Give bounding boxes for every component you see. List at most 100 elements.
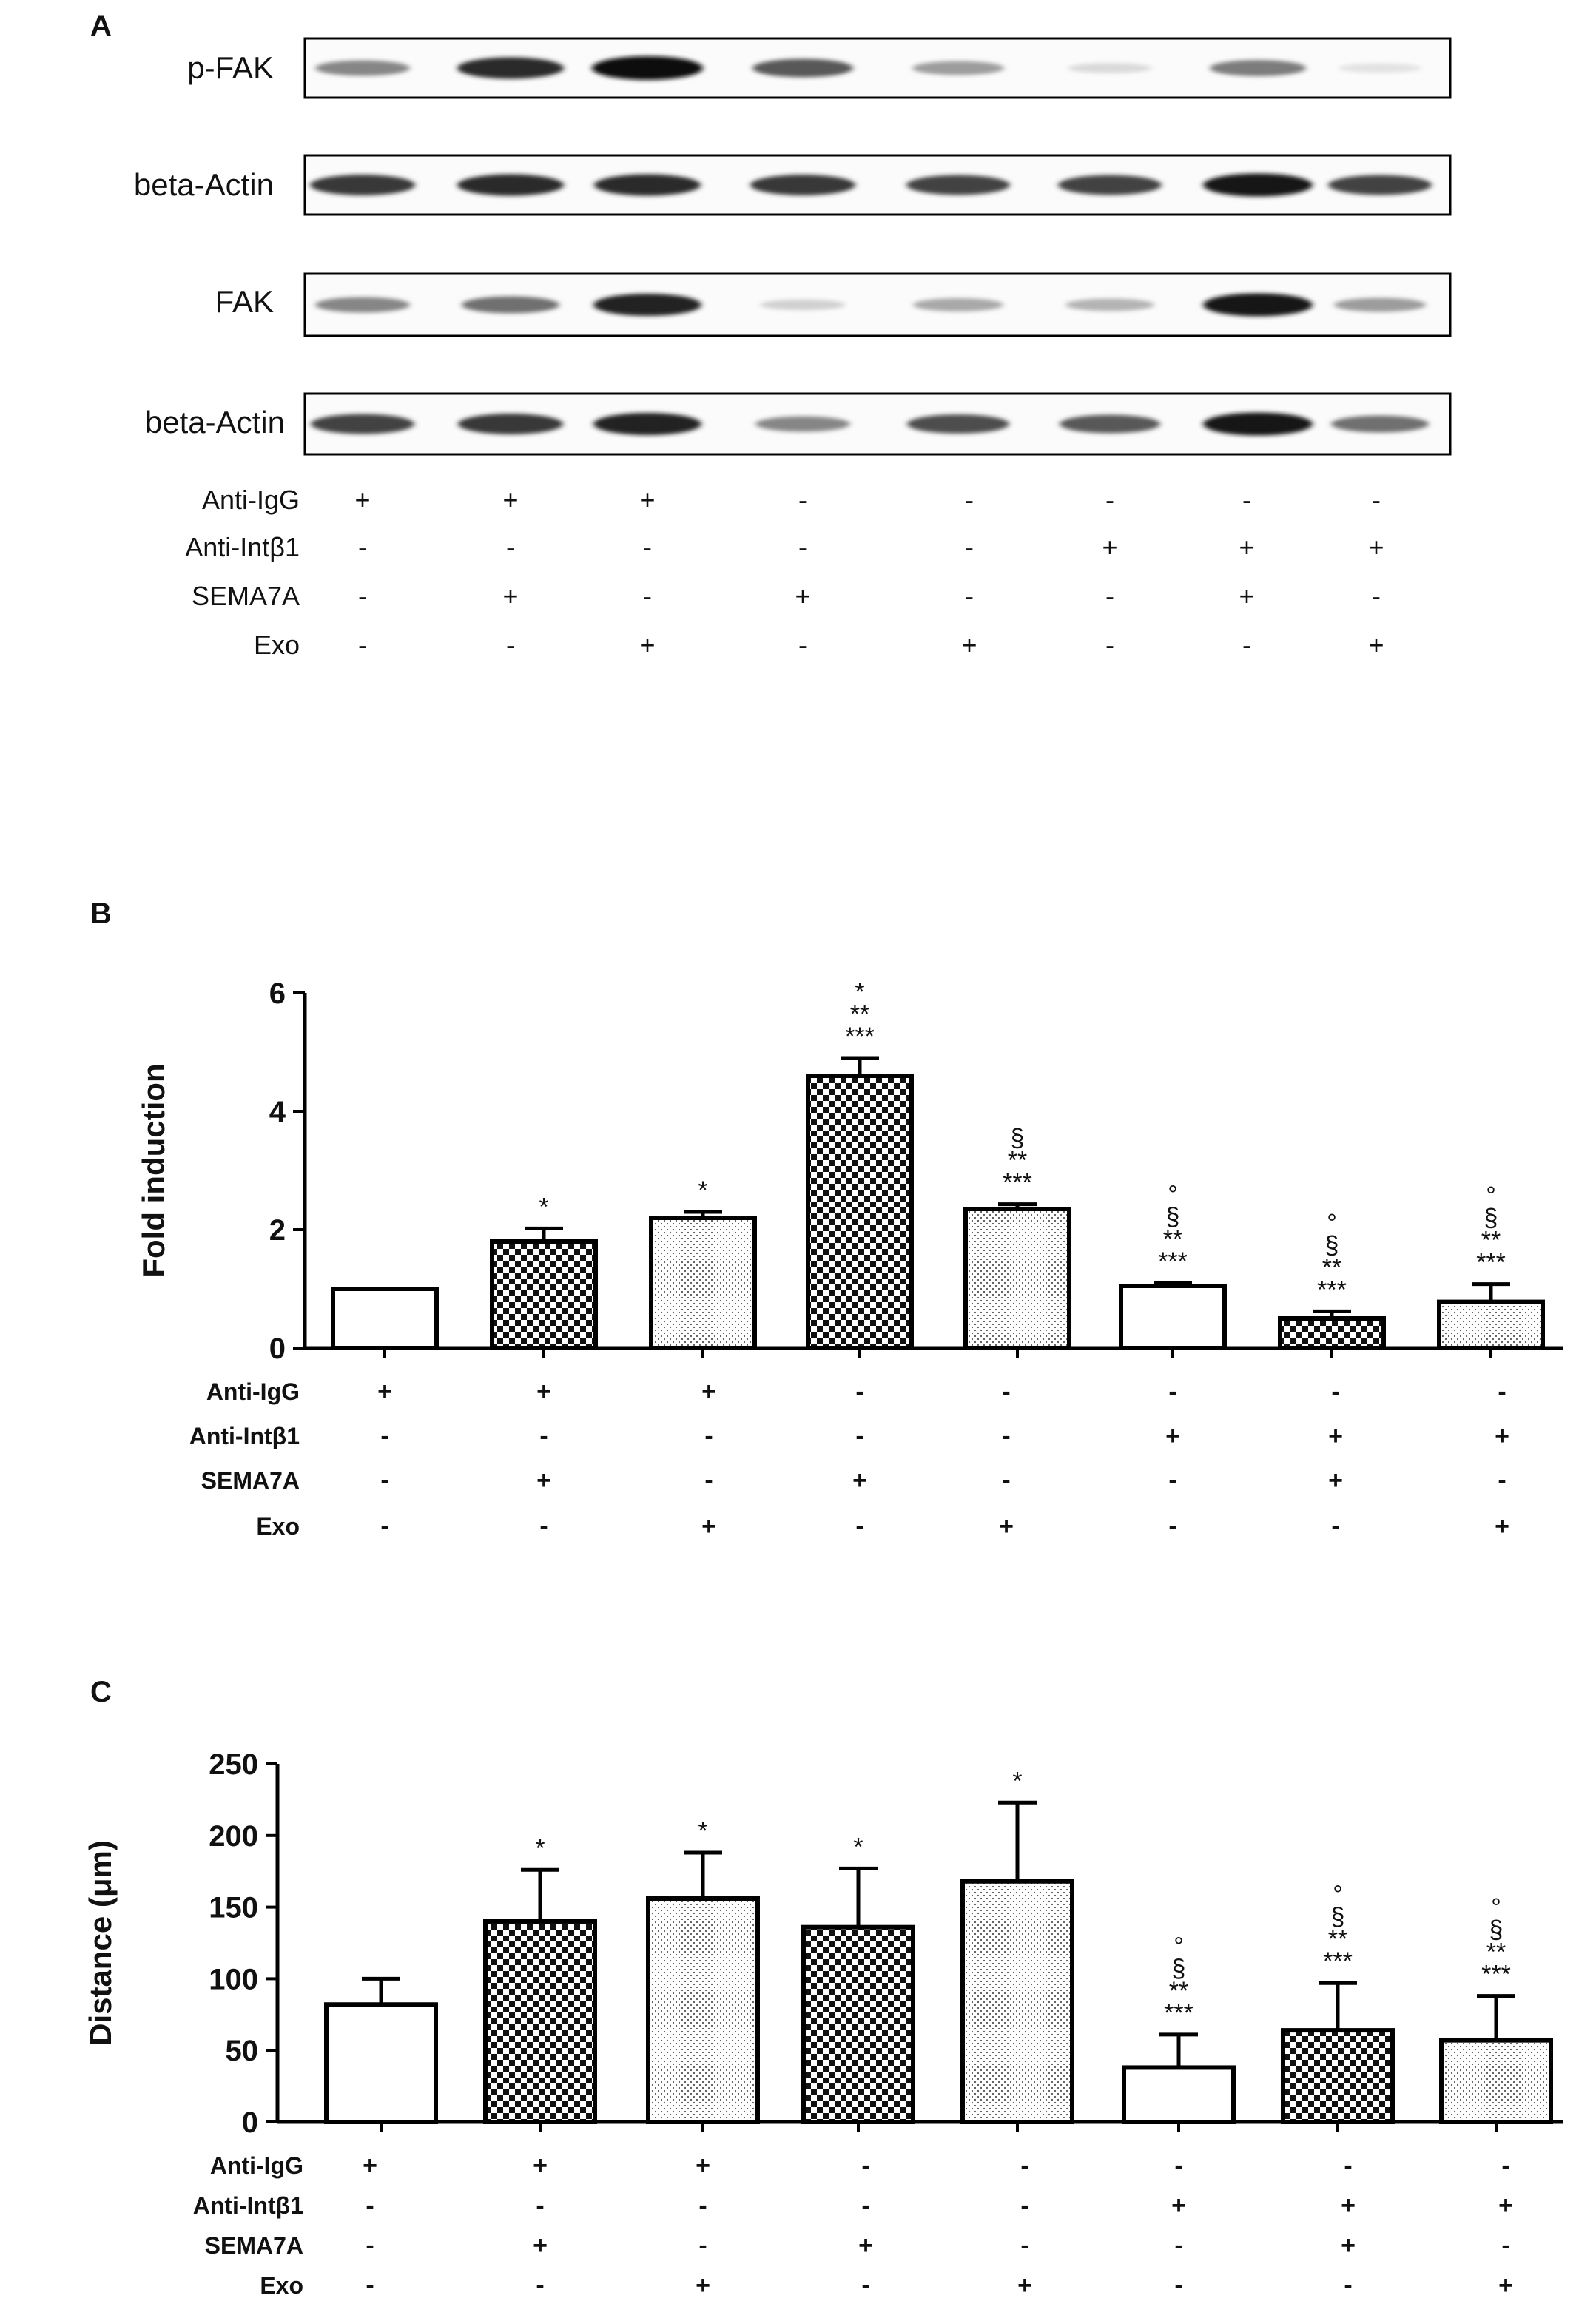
condition-mark: -: [506, 532, 515, 562]
bar: [483, 1919, 597, 2124]
significance-mark: ***: [1317, 1276, 1347, 1304]
significance-mark: **: [1169, 1977, 1188, 2005]
blot-band: [1210, 60, 1306, 76]
condition-mark: -: [358, 532, 367, 562]
condition-mark: -: [1331, 1512, 1339, 1540]
blot-band: [1331, 415, 1429, 433]
bar: [1439, 2038, 1553, 2124]
significance-mark: ***: [1323, 1947, 1353, 1975]
condition-mark: -: [855, 1422, 863, 1450]
condition-label: Anti-IgG: [210, 2152, 303, 2179]
significance-mark: §: [1011, 1125, 1025, 1153]
condition-mark: -: [643, 532, 652, 562]
bar: [324, 2002, 438, 2125]
condition-mark: -: [1344, 2152, 1352, 2180]
condition-label: Anti-Intβ1: [185, 532, 300, 562]
blot-label: beta-Actin: [145, 405, 285, 439]
condition-mark: +: [696, 2152, 710, 2180]
y-tick-label: 0: [242, 2106, 258, 2139]
blot-band: [458, 414, 563, 434]
y-tick-label: 100: [209, 1963, 258, 1995]
condition-mark: -: [380, 1422, 388, 1450]
condition-mark: -: [1002, 1378, 1010, 1406]
y-tick-label: 250: [209, 1748, 258, 1781]
condition-mark: -: [798, 532, 807, 562]
condition-mark: -: [1020, 2152, 1028, 2180]
significance-mark: **: [1486, 1938, 1506, 1967]
condition-mark: +: [1328, 1466, 1343, 1495]
condition-mark: -: [1105, 581, 1114, 611]
significance-mark: ***: [1476, 1249, 1506, 1277]
y-tick-label: 4: [269, 1096, 286, 1128]
blot-band: [310, 175, 415, 195]
significance-mark: °: [1327, 1209, 1337, 1237]
bar: [490, 1239, 598, 1350]
significance-mark: **: [1481, 1227, 1501, 1255]
blot-band: [907, 414, 1009, 434]
condition-mark: +: [1498, 2271, 1513, 2300]
significance-mark: *: [1012, 1767, 1022, 1795]
condition-mark: -: [1501, 2152, 1509, 2180]
condition-mark: -: [1002, 1466, 1010, 1495]
blot-band: [1203, 412, 1313, 436]
y-axis-label: Distance (μm): [83, 1840, 118, 2046]
blot-band: [912, 61, 1004, 75]
condition-mark: +: [1102, 532, 1117, 562]
condition-mark: +: [852, 1466, 867, 1495]
condition-label: SEMA7A: [205, 2232, 303, 2259]
bar: [646, 1896, 760, 2124]
blot-label: beta-Actin: [134, 167, 274, 202]
blot-band: [755, 416, 850, 432]
condition-mark: -: [1174, 2152, 1182, 2180]
significance-mark: °: [1491, 1894, 1501, 1922]
condition-mark: -: [965, 532, 974, 562]
condition-mark: -: [1020, 2192, 1028, 2220]
condition-mark: +: [1165, 1422, 1180, 1450]
condition-mark: -: [1344, 2271, 1352, 2300]
panel-letter: C: [90, 1676, 112, 1708]
condition-label: Exo: [260, 2272, 303, 2299]
significance-mark: **: [850, 1000, 869, 1028]
condition-mark: +: [1239, 581, 1254, 611]
blot-label: p-FAK: [187, 50, 274, 85]
condition-mark: -: [1020, 2231, 1028, 2260]
condition-mark: -: [1168, 1512, 1176, 1540]
significance-mark: °: [1486, 1182, 1496, 1210]
blot-band: [1058, 175, 1162, 195]
condition-mark: -: [366, 2271, 374, 2300]
condition-mark: -: [1372, 581, 1381, 611]
bar: [801, 1924, 915, 2125]
condition-mark: +: [1171, 2192, 1186, 2220]
condition-mark: -: [366, 2231, 374, 2260]
condition-mark: +: [533, 2152, 548, 2180]
condition-mark: -: [366, 2192, 374, 2220]
blot-band: [462, 296, 559, 314]
condition-mark: -: [536, 2192, 544, 2220]
y-tick-label: 200: [209, 1820, 258, 1853]
y-tick-label: 6: [269, 977, 286, 1010]
condition-mark: -: [861, 2152, 869, 2180]
significance-mark: §: [1484, 1205, 1498, 1233]
blot-band: [752, 58, 853, 78]
bar: [1278, 1316, 1386, 1350]
blot-band: [913, 298, 1003, 311]
significance-mark: §: [1172, 1955, 1186, 1983]
condition-mark: -: [358, 581, 367, 611]
condition-mark: +: [961, 630, 977, 660]
condition-mark: +: [354, 485, 370, 515]
condition-mark: -: [1498, 1378, 1506, 1406]
condition-mark: +: [999, 1512, 1014, 1540]
condition-label: SEMA7A: [201, 1467, 300, 1494]
significance-mark: *: [855, 978, 864, 1006]
condition-mark: -: [1174, 2231, 1182, 2260]
blot-band: [760, 299, 846, 311]
significance-mark: *: [698, 1176, 707, 1205]
condition-label: Exo: [254, 630, 300, 660]
bar: [1281, 2028, 1395, 2124]
significance-mark: **: [1008, 1147, 1027, 1175]
significance-mark: ***: [1158, 1247, 1188, 1276]
condition-mark: +: [1495, 1512, 1509, 1540]
condition-mark: -: [536, 2271, 544, 2300]
